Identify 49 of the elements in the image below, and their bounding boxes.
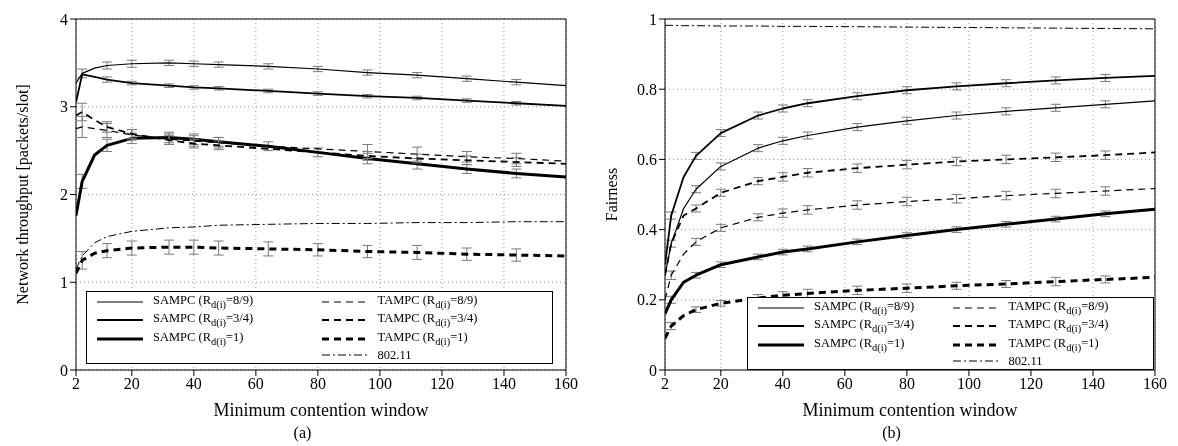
- y-tick-label: 2: [60, 186, 68, 204]
- x-tick-label: 100: [367, 375, 392, 393]
- legend-label: SAMPC (R$_{d(i)}$=1): [153, 329, 244, 348]
- x-tick-label: 40: [774, 375, 791, 393]
- y-tick-label: 1: [60, 273, 68, 291]
- x-tick-label: 2: [72, 375, 80, 393]
- legend-label: 802.11: [377, 348, 412, 362]
- text: (a): [292, 424, 313, 442]
- y-tick-label: 0.6: [637, 151, 657, 169]
- legend-label: SAMPC (R$_{d(i)}$=8/9): [153, 292, 254, 311]
- x-tick-label: 60: [836, 375, 853, 393]
- x-tick-label: 20: [712, 375, 729, 393]
- x-tick-label: 80: [898, 375, 915, 393]
- x-tick-label: 60: [247, 375, 264, 393]
- legend-label: TAMPC (R$_{d(i)}$=3/4): [1008, 317, 1109, 336]
- x-tick-label: 120: [1018, 375, 1043, 393]
- y-axis-title: Network throughput [packets/slot]: [13, 84, 32, 305]
- y-tick-label: 0.2: [637, 291, 657, 309]
- x-tick-label: 40: [185, 375, 202, 393]
- legend-label: TAMPC (R$_{d(i)}$=3/4): [377, 311, 478, 330]
- legend-label: SAMPC (R$_{d(i)}$=8/9): [814, 298, 915, 317]
- y-axis-title: Fairness: [602, 167, 620, 222]
- legend-label: SAMPC (R$_{d(i)}$=1): [814, 335, 905, 354]
- x-axis-title: Minimum contention window: [213, 400, 429, 420]
- legend-label: SAMPC (R$_{d(i)}$=3/4): [153, 311, 254, 330]
- legend-label: TAMPC (R$_{d(i)}$=1): [1008, 335, 1099, 354]
- legend-label: TAMPC (R$_{d(i)}$=8/9): [377, 292, 478, 311]
- x-tick-label: 20: [123, 375, 140, 393]
- x-tick-label: 80: [309, 375, 326, 393]
- x-tick-label: 120: [429, 375, 454, 393]
- x-tick-label: 160: [1143, 375, 1167, 393]
- y-tick-label: 1: [649, 10, 657, 28]
- legend-label: TAMPC (R$_{d(i)}$=8/9): [1008, 298, 1109, 317]
- y-tick-label: 0: [649, 361, 657, 379]
- x-tick-label: 140: [1080, 375, 1105, 393]
- x-axis-title: Minimum contention window: [802, 400, 1018, 420]
- y-tick-label: 0.4: [637, 221, 657, 239]
- legend-label: SAMPC (R$_{d(i)}$=3/4): [814, 317, 915, 336]
- y-tick-label: 0.8: [637, 80, 657, 98]
- x-tick-label: 140: [491, 375, 516, 393]
- x-tick-label: 100: [956, 375, 981, 393]
- text: (b): [881, 424, 902, 442]
- y-tick-label: 4: [60, 10, 68, 28]
- legend-label: TAMPC (R$_{d(i)}$=1): [377, 329, 468, 348]
- y-tick-label: 0: [60, 361, 68, 379]
- y-tick-label: 3: [60, 98, 68, 116]
- legend-label: 802.11: [1008, 354, 1043, 368]
- x-tick-label: 160: [554, 375, 578, 393]
- x-tick-label: 2: [661, 375, 669, 393]
